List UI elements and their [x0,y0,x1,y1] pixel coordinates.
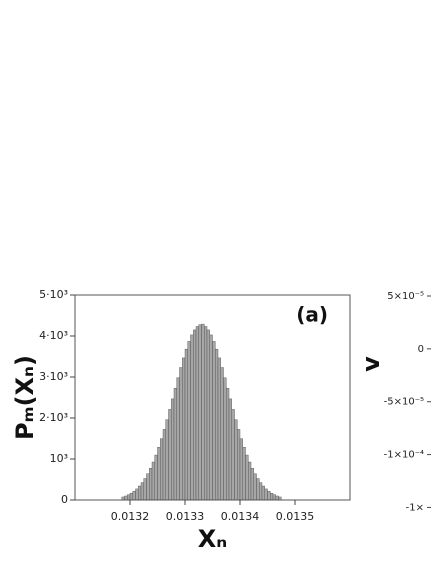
bar [149,468,153,501]
y-tick-label: 4·10³ [39,329,68,342]
bar [190,334,194,501]
bar [267,491,271,501]
x-tick-label: 0.0133 [166,510,205,523]
y-axis-label: Pₘ(Xₙ) [11,355,39,440]
bar [264,488,268,501]
x-axis-label: Xₙ [198,525,227,553]
y-tick-label: 5×10⁻⁵ [387,291,424,302]
bar [132,491,136,501]
bar [135,488,139,501]
bar [193,329,197,501]
bar [253,473,257,501]
bar [151,461,155,501]
bar [195,326,199,501]
bar [157,447,161,501]
bar [129,492,133,501]
x-tick-label: 0.0134 [221,510,260,523]
bar [173,388,177,501]
bar [179,367,183,501]
bar [223,377,227,501]
bar [140,482,144,501]
bar [201,323,205,501]
bar [275,495,279,501]
bar [187,341,191,501]
bar [168,409,172,501]
bar [256,478,260,501]
y-tick-label: -1× [406,502,424,513]
bar [242,447,246,501]
bar [272,494,276,501]
annotation: (a) [296,303,328,327]
bar [212,341,216,501]
bar [143,478,147,501]
y-tick-label: 2·10³ [39,411,68,424]
y-tick-label: 0 [418,344,424,355]
bar [146,473,150,501]
bar [239,438,243,501]
bar [176,377,180,501]
bar [217,357,221,501]
bar [198,324,202,501]
bar [220,367,224,501]
bar [204,326,208,501]
y-tick-label: 3·10³ [39,370,68,383]
bar [250,468,254,501]
bar [138,485,142,501]
bar [165,419,169,501]
bar [171,398,175,501]
bar [127,494,131,501]
y-axis-label: v [357,356,385,372]
bar [154,454,158,501]
bar [184,348,188,501]
bar [206,329,210,501]
bar [162,429,166,501]
y-tick-label: -5×10⁻⁵ [384,397,424,408]
x-tick-label: 0.0135 [276,510,315,523]
y-tick-label: 5·10³ [39,288,68,301]
bar [124,495,128,501]
bar [261,485,265,501]
bar [182,357,186,501]
bar [234,419,238,501]
bar [209,334,213,501]
x-tick-label: 0.0132 [111,510,150,523]
y-tick-label: 10³ [50,452,68,465]
y-tick-label: 0 [61,493,68,506]
plot-frame [74,294,351,501]
y-tick-label: -1×10⁻⁴ [384,450,424,461]
bar [231,409,235,501]
bar [160,438,164,501]
bar [248,461,252,501]
bar [259,482,263,501]
bar [270,492,274,501]
bar [237,429,241,501]
bar [245,454,249,501]
bar [215,348,219,501]
bar [226,388,230,501]
bar [228,398,232,501]
